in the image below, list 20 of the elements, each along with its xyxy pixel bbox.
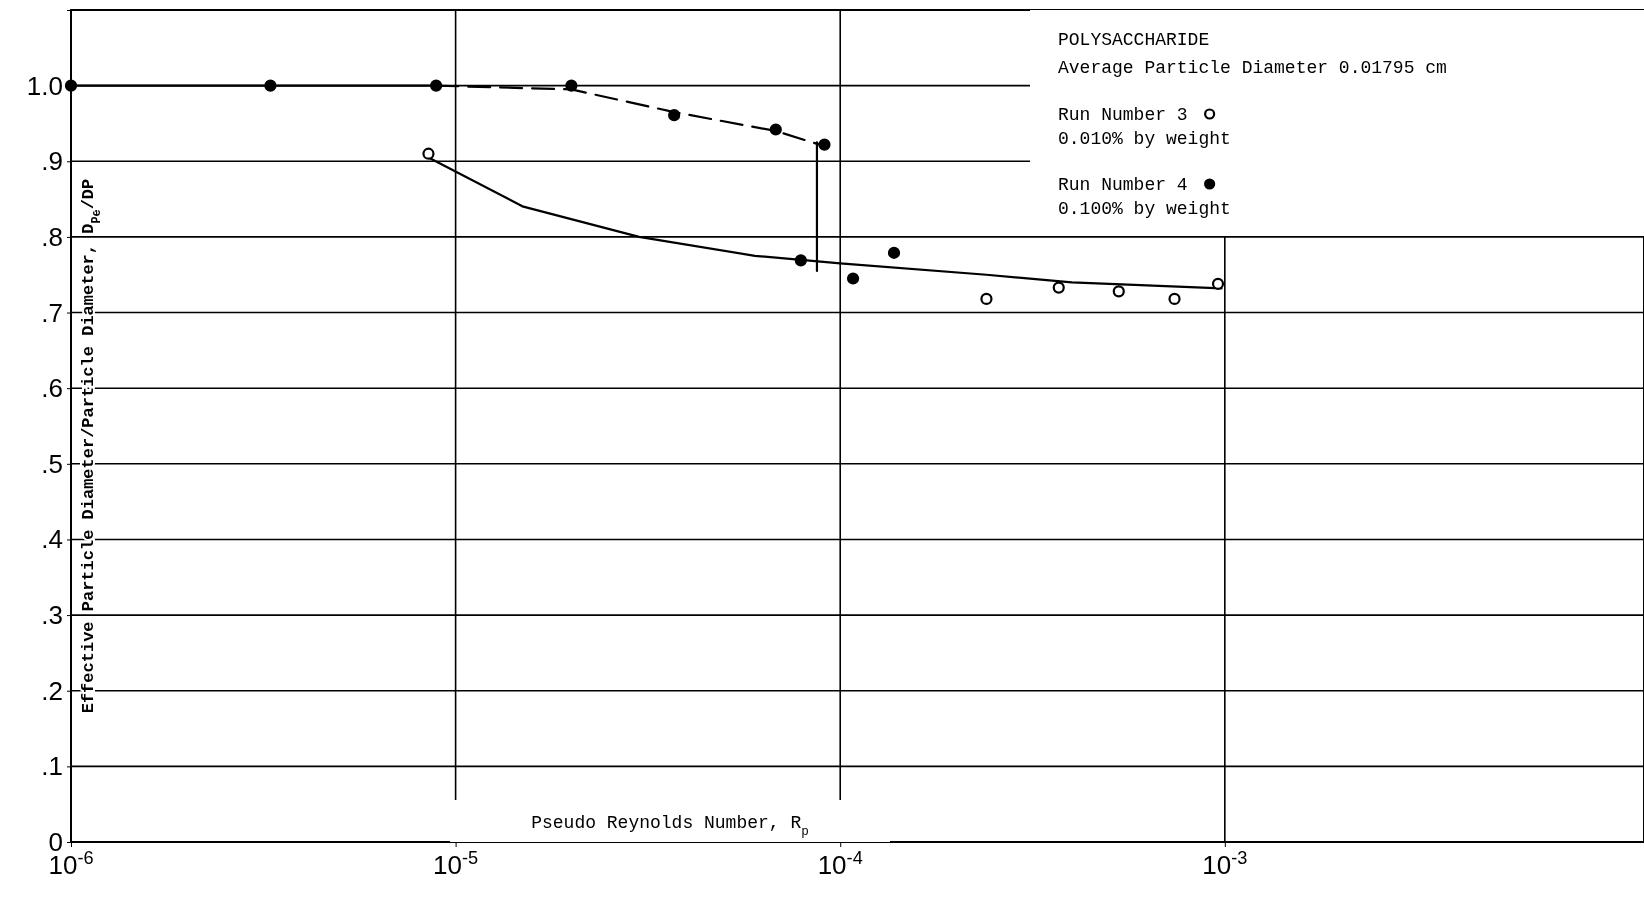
y-tick-label: .7 <box>41 297 63 328</box>
legend-label: Run Number 3 <box>1058 105 1188 125</box>
x-tick-label: 10$^{-3}$ <box>1202 848 1248 880</box>
annotation: 0.010% by weight <box>1058 129 1231 149</box>
legend-label: Run Number 4 <box>1058 175 1188 195</box>
text: Average Particle Diameter 0.01795 cm <box>1058 58 1447 78</box>
y-tick-label: .6 <box>41 373 63 404</box>
y-tick-label: .1 <box>41 751 63 782</box>
annotation: 0.100% by weight <box>1058 199 1231 219</box>
x-tick-label: 10$^{-5}$ <box>433 848 479 880</box>
x-axis-title: Pseudo Reynolds Number, R$_{p}$ <box>531 813 809 839</box>
y-tick-label: 1.0 <box>26 70 63 101</box>
y-tick-label: .2 <box>41 675 63 706</box>
y-tick-label: .9 <box>41 146 63 177</box>
text: POLYSACCHARIDE <box>1058 30 1210 50</box>
y-tick-label: .8 <box>41 221 63 252</box>
y-tick-label: .4 <box>41 524 63 555</box>
y-tick-label: .3 <box>41 600 63 631</box>
x-tick-label: 10$^{-4}$ <box>817 848 863 880</box>
y-tick-label: .5 <box>41 448 63 479</box>
